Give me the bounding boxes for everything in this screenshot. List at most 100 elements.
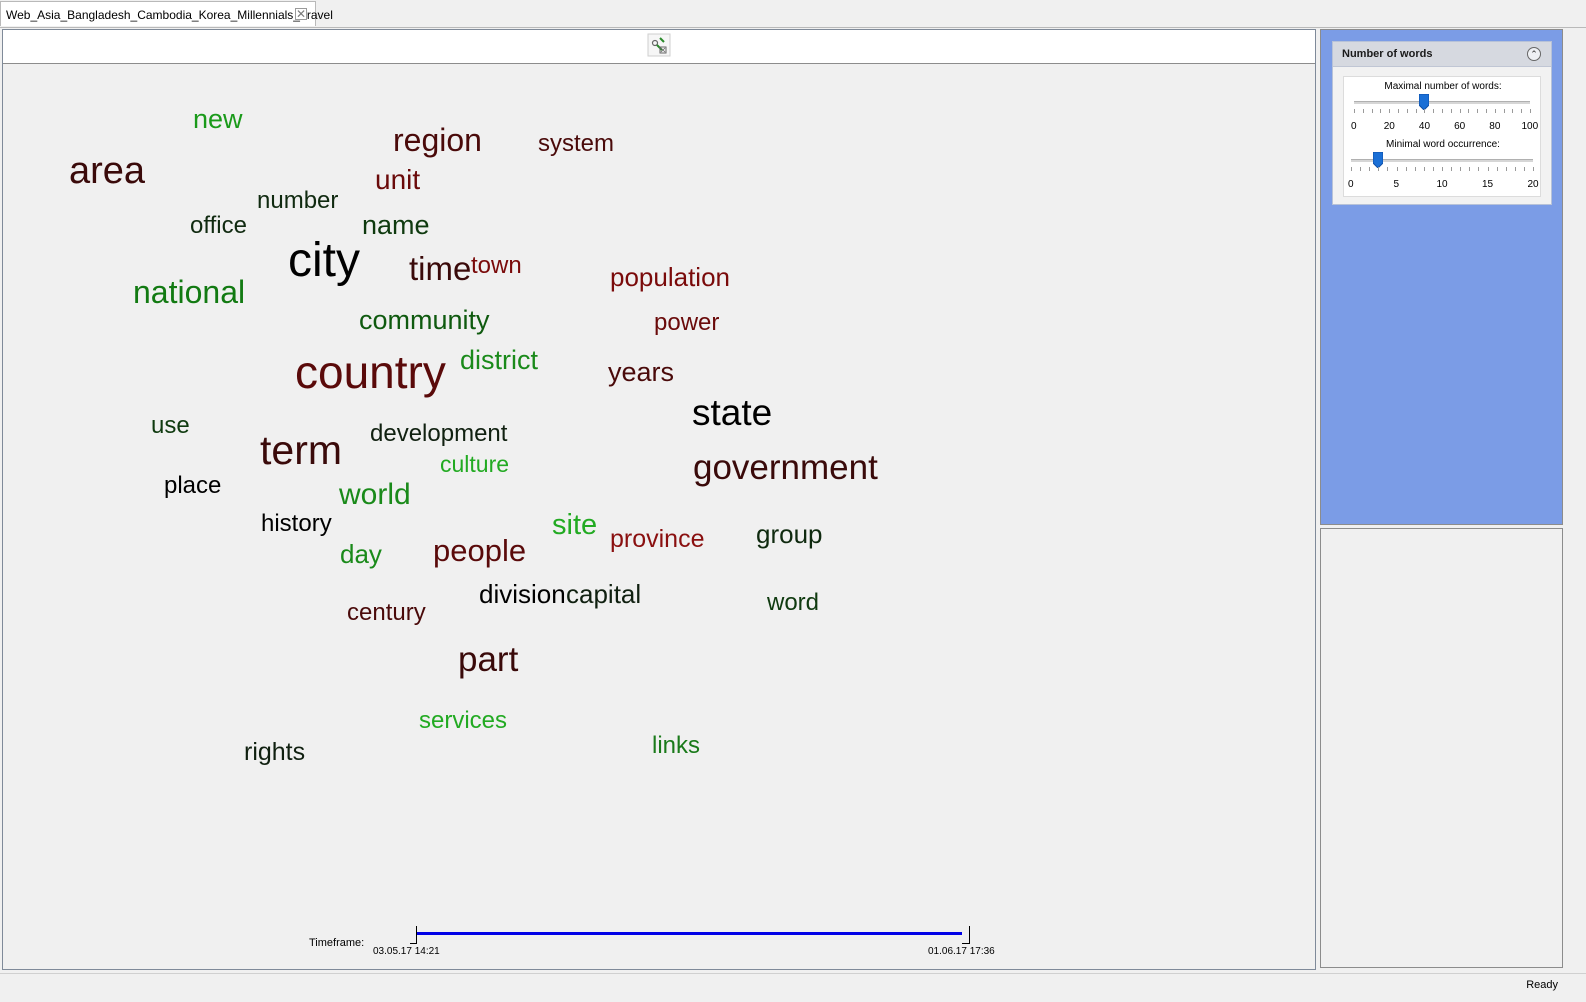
cloud-word[interactable]: system	[538, 130, 615, 157]
slider-tick	[1505, 167, 1507, 171]
slider-tick	[1360, 167, 1362, 171]
cloud-word[interactable]: district	[460, 345, 539, 375]
slider-tick	[1396, 167, 1398, 171]
slider-tick	[1459, 109, 1461, 113]
status-bar: Ready	[0, 973, 1586, 1002]
slider-tick	[1514, 167, 1516, 171]
cloud-word[interactable]: use	[151, 412, 190, 439]
collapse-up-icon[interactable]: ⌃	[1527, 47, 1541, 61]
cloud-word[interactable]: day	[340, 539, 382, 569]
slider-tick	[1369, 167, 1371, 171]
cloud-word[interactable]: unit	[375, 164, 421, 195]
slider-tick	[1469, 167, 1471, 171]
max-words-track[interactable]	[1354, 101, 1530, 104]
cloud-word[interactable]: people	[433, 533, 527, 568]
cloud-word[interactable]: history	[261, 510, 332, 537]
cloud-word[interactable]: number	[257, 187, 339, 214]
cloud-word[interactable]: links	[652, 732, 701, 759]
cloud-word[interactable]: area	[69, 150, 146, 192]
slider-tick	[1496, 167, 1498, 171]
cloud-word[interactable]: site	[552, 509, 598, 541]
cloud-word[interactable]: state	[692, 392, 773, 433]
slider-tick	[1351, 167, 1352, 171]
slider-tick	[1387, 167, 1389, 171]
slider-tick	[1380, 109, 1382, 113]
view-toolbar	[3, 30, 1315, 64]
slider-tick-label: 60	[1454, 121, 1466, 132]
cloud-word[interactable]: name	[362, 210, 430, 240]
details-panel	[1320, 528, 1563, 968]
slider-tick	[1503, 109, 1505, 113]
slider-tick	[1451, 167, 1453, 171]
min-occurrence-track[interactable]	[1351, 159, 1533, 162]
slider-tick	[1442, 109, 1443, 113]
cloud-word[interactable]: national	[133, 274, 246, 310]
slider-tick	[1415, 109, 1417, 113]
slider-tick	[1423, 167, 1425, 171]
slider-tick	[1530, 109, 1531, 113]
tab-strip: Web_Asia_Bangladesh_Cambodia_Korea_Mille…	[0, 0, 1586, 28]
section-header[interactable]: Number of words ⌃	[1333, 42, 1551, 67]
settings-panel: Number of words ⌃ Maximal number of word…	[1320, 29, 1563, 525]
slider-tick	[1487, 167, 1489, 171]
cloud-word[interactable]: country	[295, 346, 446, 398]
slider-tick	[1486, 109, 1487, 113]
timeframe-end-date: 01.06.17 17:36	[928, 946, 995, 957]
slider-tick	[1442, 167, 1443, 171]
timeframe-end-foot	[962, 943, 969, 944]
cloud-word[interactable]: part	[458, 640, 519, 679]
cloud-word[interactable]: term	[260, 427, 342, 473]
cloud-word[interactable]: rights	[244, 738, 306, 766]
slider-tick-label: 10	[1436, 179, 1448, 190]
slider-tick-label: 40	[1418, 121, 1431, 132]
timeframe-end-handle[interactable]	[969, 926, 970, 944]
cloud-word[interactable]: office	[190, 212, 247, 239]
cloud-word[interactable]: culture	[440, 451, 510, 477]
cloud-word[interactable]: town	[471, 252, 522, 279]
slider-tick-label: 5	[1393, 179, 1400, 190]
cloud-word[interactable]: division	[479, 579, 566, 609]
timeframe-label: Timeframe:	[309, 937, 365, 949]
cloud-word[interactable]: years	[608, 357, 675, 387]
cloud-word[interactable]: group	[756, 519, 823, 549]
max-words-slider[interactable]	[1418, 93, 1430, 111]
cloud-word[interactable]: government	[693, 448, 878, 487]
cloud-word[interactable]: new	[193, 104, 243, 134]
timeframe-start-handle[interactable]	[416, 926, 417, 944]
slider-tick	[1433, 109, 1435, 113]
cloud-word[interactable]: world	[339, 478, 411, 511]
cloud-word[interactable]: city	[288, 234, 360, 287]
slider-tick	[1432, 167, 1434, 171]
slider-tick	[1460, 167, 1462, 171]
cloud-word[interactable]: development	[370, 420, 508, 447]
max-words-label: Maximal number of words:	[1384, 81, 1502, 92]
cloud-word[interactable]: century	[347, 599, 426, 626]
slider-tick	[1512, 109, 1514, 113]
min-occurrence-slider[interactable]	[1372, 151, 1384, 169]
slider-tick	[1389, 109, 1391, 113]
close-icon[interactable]: ✕	[295, 7, 307, 21]
cloud-word[interactable]: population	[610, 262, 730, 292]
slider-tick	[1414, 167, 1416, 171]
cloud-word[interactable]: power	[654, 309, 720, 336]
wordcloud-settings-icon[interactable]	[647, 33, 671, 57]
cloud-word[interactable]: region	[393, 122, 482, 158]
cloud-word[interactable]: province	[610, 525, 705, 553]
cloud-word[interactable]: time	[409, 250, 472, 287]
timeframe-start-foot	[410, 943, 417, 944]
slider-tick	[1424, 109, 1426, 113]
cloud-word[interactable]: services	[419, 707, 508, 734]
cloud-word[interactable]: capital	[566, 579, 642, 609]
slider-tick	[1371, 109, 1373, 113]
slider-tick	[1405, 167, 1407, 171]
slider-tick	[1478, 167, 1480, 171]
cloud-word[interactable]: place	[164, 472, 222, 499]
timeframe-start-date: 03.05.17 14:21	[373, 946, 440, 957]
cloud-word[interactable]: word	[767, 589, 820, 616]
timeframe-range-bar[interactable]	[416, 932, 962, 935]
number-of-words-section: Number of words ⌃ Maximal number of word…	[1332, 41, 1552, 205]
document-tab[interactable]: Web_Asia_Bangladesh_Cambodia_Korea_Mille…	[0, 1, 333, 26]
cloud-word[interactable]: community	[359, 305, 490, 335]
slider-tick	[1477, 109, 1479, 113]
wordcloud-view: new region system area unit number offic…	[2, 29, 1316, 970]
